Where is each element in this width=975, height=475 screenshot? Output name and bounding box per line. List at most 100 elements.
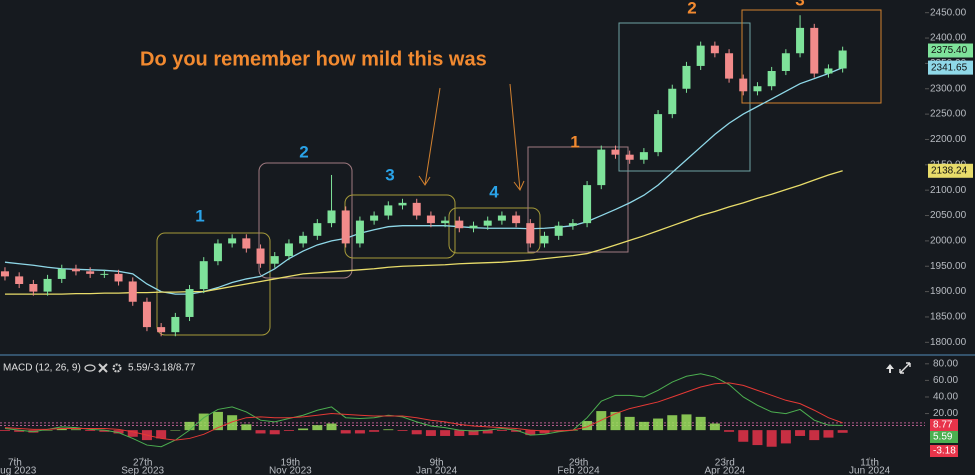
candle-body	[199, 261, 208, 290]
candle-body	[43, 278, 52, 292]
price-badge	[928, 43, 973, 58]
candle-body	[824, 68, 833, 74]
y-tick-label: 2400.00	[930, 33, 967, 44]
macd-histogram-bar	[70, 429, 81, 431]
macd-histogram-bar	[42, 430, 53, 431]
x-tick-label: 19th	[281, 458, 300, 469]
macd-histogram-bar	[397, 430, 408, 431]
macd-badge-label: -3.18	[933, 446, 956, 457]
macd-histogram-bar	[582, 421, 593, 431]
macd-histogram-bar	[610, 411, 621, 431]
candle-body	[398, 202, 407, 206]
macd-line	[4, 373, 843, 448]
macd-histogram-bar	[795, 430, 806, 436]
macd-histogram-bar	[99, 430, 110, 432]
eye-icon	[84, 364, 96, 372]
macd-histogram-bar	[425, 430, 436, 436]
macd-histogram-bar	[198, 413, 209, 431]
macd-badge-label: 8.77	[933, 420, 953, 431]
move-up-icon[interactable]	[886, 364, 894, 373]
arrow	[509, 83, 521, 191]
box	[618, 22, 751, 172]
box	[156, 232, 271, 336]
candle-body	[796, 27, 805, 54]
candle-body	[512, 215, 521, 224]
macd-histogram-bar	[212, 411, 223, 431]
x-tick-sublabel: Nov 2023	[269, 466, 312, 475]
candle-body	[86, 271, 95, 274]
macd-histogram-bar	[468, 430, 479, 436]
macd-histogram-bar	[127, 430, 138, 437]
macd-histogram-bar	[681, 414, 692, 431]
candle-body	[469, 225, 478, 229]
candle-body	[370, 215, 379, 221]
candle-body	[810, 27, 819, 74]
signal-line	[4, 382, 843, 441]
x-tick-label: 29th	[569, 458, 588, 469]
candle-body	[384, 205, 393, 216]
macd-histogram-bar	[837, 430, 848, 433]
candle-body	[441, 220, 450, 224]
macd-badge	[930, 445, 958, 457]
y-tick-label: 2000.00	[930, 236, 967, 247]
price-badge	[928, 60, 973, 75]
arrow	[424, 87, 441, 186]
macd-histogram-bar	[738, 430, 749, 442]
macd-readout: 5.59/-3.18/8.77	[128, 363, 196, 374]
macd-histogram-bar	[454, 430, 465, 436]
macd-histogram-bar	[411, 430, 422, 435]
macd-histogram-bar	[227, 415, 238, 431]
macd-histogram-bar	[326, 423, 337, 431]
annotation-number: 1	[195, 206, 204, 225]
macd-histogram-bar	[780, 430, 791, 444]
macd-badge	[930, 419, 958, 431]
box	[448, 207, 541, 254]
candle-body	[682, 65, 691, 89]
candle-body	[583, 185, 592, 224]
box	[741, 9, 882, 104]
candle-body	[185, 289, 194, 317]
candle-body	[597, 149, 606, 186]
x-tick-sublabel: Apr 2024	[705, 466, 746, 475]
x-tick-label: 27th	[133, 458, 152, 469]
candle-body	[0, 271, 9, 277]
candle-body	[455, 220, 464, 229]
macd-histogram-bar	[383, 429, 394, 431]
x-tick-sublabel: Jun 2024	[849, 466, 891, 475]
candle-body	[554, 225, 563, 236]
candle-body	[540, 235, 549, 244]
macd-histogram-bar	[695, 416, 706, 431]
expand-icon[interactable]	[899, 362, 911, 374]
macd-badge	[930, 431, 958, 443]
macd-histogram-bar	[653, 418, 664, 431]
macd-y-tick-label: 40.00	[933, 392, 958, 403]
macd-histogram-bar	[113, 430, 124, 434]
candle-body	[213, 243, 222, 262]
candle-body	[654, 114, 663, 153]
macd-histogram-bar	[85, 430, 96, 431]
macd-histogram-bar	[823, 430, 834, 438]
candle-body	[114, 273, 123, 282]
macd-histogram-bar	[667, 415, 678, 431]
candle-body	[568, 223, 577, 226]
macd-histogram-bar	[525, 430, 536, 436]
panel-icons[interactable]	[886, 362, 911, 374]
candle-body	[157, 327, 166, 333]
macd-histogram-bar	[539, 430, 550, 434]
annotation-number: 4	[489, 182, 499, 201]
x-tick-label: 9th	[430, 458, 444, 469]
macd-histogram-bar	[241, 424, 252, 431]
y-tick-label: 2300.00	[930, 83, 967, 94]
candle-body	[753, 86, 762, 92]
candle-body	[242, 238, 251, 249]
arrowhead	[418, 175, 431, 186]
macd-histogram-bar	[809, 430, 820, 441]
macd-histogram-bar	[709, 423, 720, 431]
candle-body	[767, 71, 776, 87]
y-tick-label: 2250.00	[930, 109, 967, 120]
arrowhead	[513, 180, 525, 191]
macd-histogram-bar	[14, 430, 25, 432]
candle-body	[341, 210, 350, 244]
candle-body	[171, 316, 180, 333]
